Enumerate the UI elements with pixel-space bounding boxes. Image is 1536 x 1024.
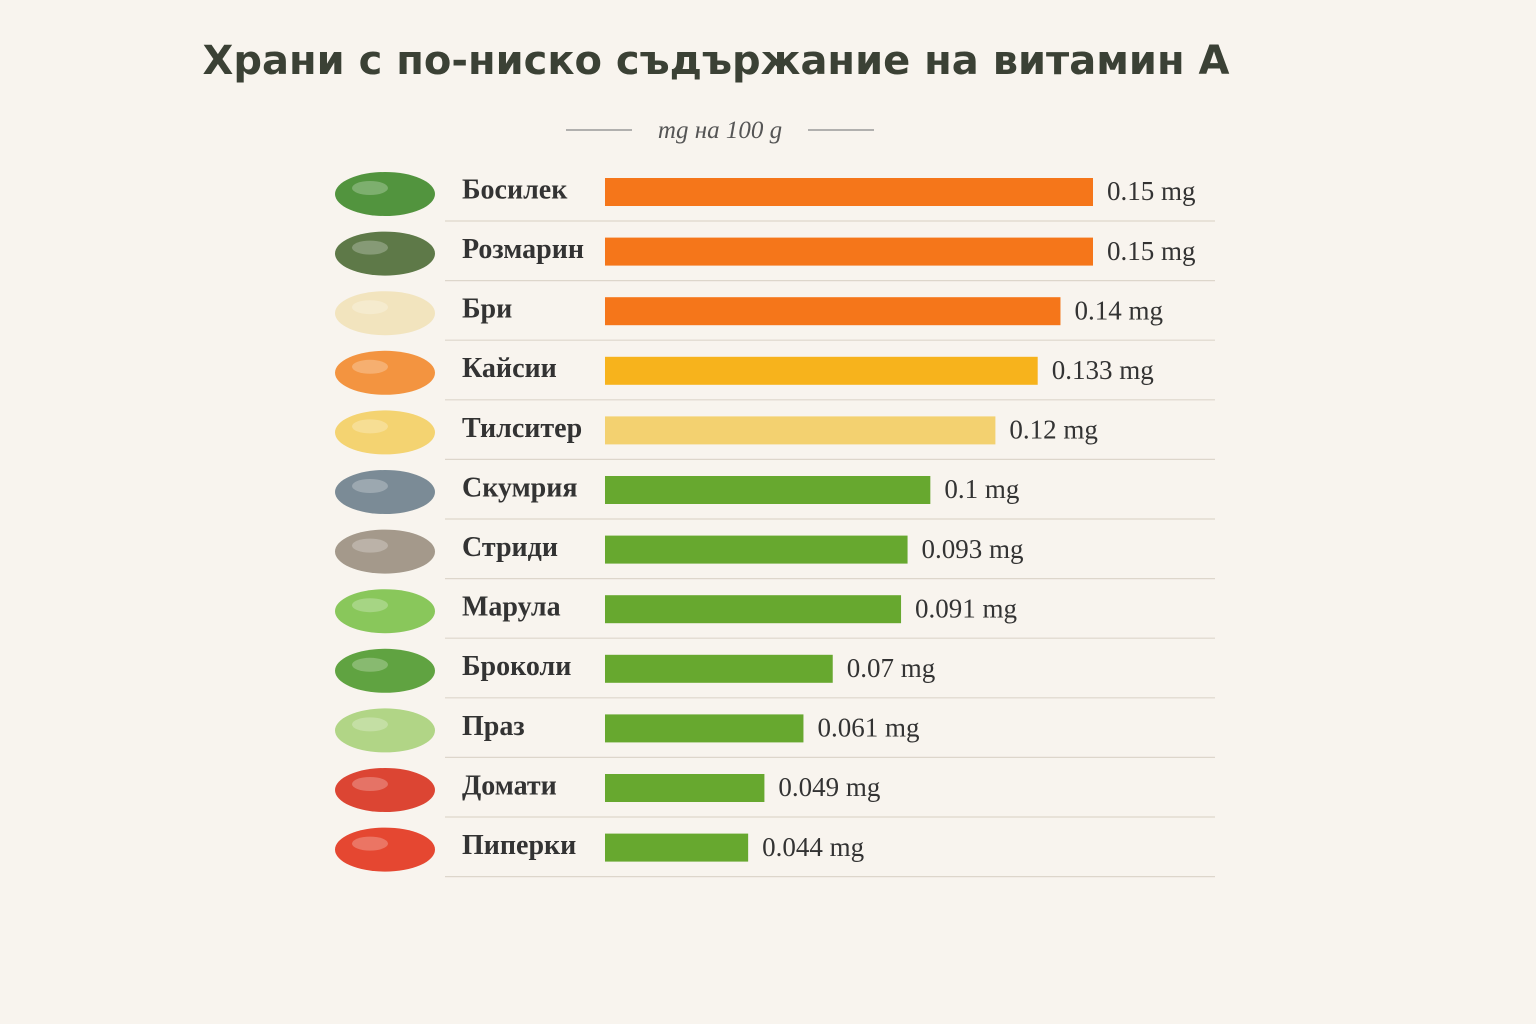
value-label: 0.061 mg	[817, 713, 919, 743]
category-label: Пиперки	[462, 830, 576, 861]
value-label: 0.15 mg	[1107, 236, 1196, 266]
category-label: Розмарин	[462, 234, 584, 265]
chart-subtitle: mg на 100 g	[658, 117, 782, 144]
food-icon-highlight	[352, 717, 388, 732]
value-label: 0.093 mg	[922, 534, 1024, 564]
category-label: Кайсии	[462, 353, 557, 384]
food-icon	[335, 768, 435, 812]
food-icon	[335, 529, 435, 574]
bar	[605, 297, 1061, 326]
food-icon	[335, 231, 435, 276]
food-icon	[335, 291, 435, 336]
bar	[605, 654, 833, 683]
food-icon-highlight	[352, 300, 388, 315]
bar	[605, 714, 804, 743]
bar	[605, 476, 931, 504]
value-label: 0.1 mg	[944, 474, 1019, 504]
bar	[605, 774, 765, 802]
value-label: 0.133 mg	[1052, 355, 1154, 385]
food-icon-highlight	[352, 181, 388, 195]
bar	[605, 178, 1093, 206]
value-label: 0.049 mg	[778, 772, 880, 802]
category-label: Броколи	[462, 651, 571, 682]
bar	[605, 535, 908, 564]
value-label: 0.091 mg	[915, 593, 1017, 623]
value-label: 0.14 mg	[1074, 295, 1163, 325]
category-label: Скумрия	[462, 472, 578, 503]
food-icon	[335, 172, 435, 216]
category-label: Праз	[462, 711, 525, 742]
food-icon-highlight	[352, 538, 388, 553]
category-label: Стриди	[462, 532, 558, 563]
food-icon	[335, 648, 435, 693]
food-icon-highlight	[352, 240, 388, 255]
food-icon	[335, 589, 435, 634]
value-label: 0.07 mg	[847, 653, 936, 683]
food-icon-highlight	[352, 479, 388, 493]
food-icon	[335, 827, 435, 872]
food-icon	[335, 708, 435, 753]
category-label: Марула	[462, 592, 561, 623]
value-label: 0.15 mg	[1107, 176, 1196, 206]
food-icon	[335, 410, 435, 455]
category-label: Тилситер	[462, 413, 582, 444]
food-icon-highlight	[352, 657, 388, 672]
bar	[605, 833, 749, 862]
food-icon	[335, 470, 435, 514]
value-label: 0.12 mg	[1009, 415, 1098, 445]
bar	[605, 237, 1093, 266]
bar	[605, 356, 1038, 385]
bar	[605, 416, 996, 445]
food-icon-highlight	[352, 359, 388, 374]
food-icon-highlight	[352, 598, 388, 613]
food-icon-highlight	[352, 777, 388, 791]
chart-title: Храни с по-ниско съдържание на витамин А	[203, 38, 1230, 84]
food-icon-highlight	[352, 419, 388, 434]
value-label: 0.044 mg	[762, 832, 864, 862]
category-label: Босилек	[462, 174, 568, 205]
food-icon	[335, 350, 435, 395]
bar	[605, 595, 902, 624]
category-label: Домати	[462, 770, 557, 801]
food-icon-highlight	[352, 836, 388, 851]
category-label: Бри	[462, 294, 512, 325]
